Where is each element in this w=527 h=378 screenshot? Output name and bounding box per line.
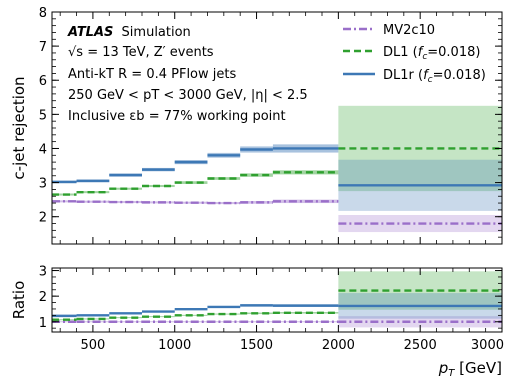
ratio-plot-frame	[51, 267, 503, 333]
main-ytick-label-8: 8	[39, 6, 47, 21]
main-dl1-band-7	[272, 170, 339, 175]
xtick-label-2500: 2500	[404, 338, 437, 353]
ratio-ytick-label-3: 3	[39, 265, 47, 280]
xtick-label-3000: 3000	[471, 338, 504, 353]
ratio-y-axis-label: Ratio	[10, 281, 28, 320]
xtick-label-500: 500	[80, 338, 105, 353]
ratio-dl1-band-7	[272, 312, 339, 314]
legend-label-dl1: DL1 (fc=0.018)	[383, 45, 480, 62]
jets-label: Anti-kT R = 0.4 PFlow jets	[68, 67, 236, 82]
legend-label-dl1r: DL1r (fc=0.018)	[383, 68, 486, 85]
main-ytick-label-5: 5	[39, 108, 47, 123]
main-uncertainty-bands	[52, 105, 502, 233]
ratio-x-axis-ticks: 500 1000 1500 2000 2500 3000	[59, 268, 504, 353]
ratio-series-lines	[52, 289, 502, 323]
main-ytick-label-2: 2	[39, 211, 47, 226]
xtick-label-2000: 2000	[322, 338, 355, 353]
energy-label: √s = 13 TeV, Z′ events	[68, 45, 214, 60]
working-point-label: Inclusive εb = 77% working point	[68, 109, 286, 124]
ratio-ytick-label-2: 2	[39, 290, 47, 305]
atlas-label: ATLAS	[67, 25, 113, 40]
x-axis-label-subscript: T	[448, 368, 455, 378]
legend: MV2c10 DL1 (fc=0.018) DL1r (fc=0.018)	[343, 23, 486, 85]
ratio-panel: 1 2 3 500 1000 1500 2000 2500 3000 Ratio pT [Ge…	[10, 265, 504, 378]
main-series-lines	[52, 147, 502, 225]
ratio-ytick-label-1: 1	[39, 316, 47, 331]
main-ytick-label-3: 3	[39, 177, 47, 192]
legend-label-mv2c10: MV2c10	[383, 23, 435, 38]
x-axis-label: pT [GeV]	[438, 359, 502, 378]
svg-text:ATLAS Simulation: ATLAS Simulation	[67, 25, 191, 40]
main-panel: 2 3 4 5 6 7 8 c-jet rejection ATLAS Simulation…	[10, 6, 503, 245]
xtick-label-1000: 1000	[158, 338, 191, 353]
kinematics-label: 250 GeV < pT < 3000 GeV, |η| < 2.5	[68, 88, 308, 103]
atlas-label-block: ATLAS Simulation √s = 13 TeV, Z′ events …	[67, 25, 308, 124]
main-ytick-label-4: 4	[39, 142, 47, 157]
x-axis-label-unit: [GeV]	[454, 359, 502, 377]
ratio-y-axis-ticks: 1 2 3	[39, 265, 502, 331]
simulation-label: Simulation	[122, 25, 191, 40]
xtick-label-1500: 1500	[240, 338, 273, 353]
x-axis-label-variable: p	[438, 359, 449, 377]
main-y-axis-label: c-jet rejection	[10, 76, 28, 179]
main-ytick-label-7: 7	[39, 40, 47, 55]
main-ytick-label-6: 6	[39, 74, 47, 89]
ratio-uncertainty-bands	[52, 271, 502, 328]
main-y-axis-ticks: 2 3 4 5 6 7 8	[39, 6, 502, 245]
main-plot-frame	[51, 11, 503, 245]
